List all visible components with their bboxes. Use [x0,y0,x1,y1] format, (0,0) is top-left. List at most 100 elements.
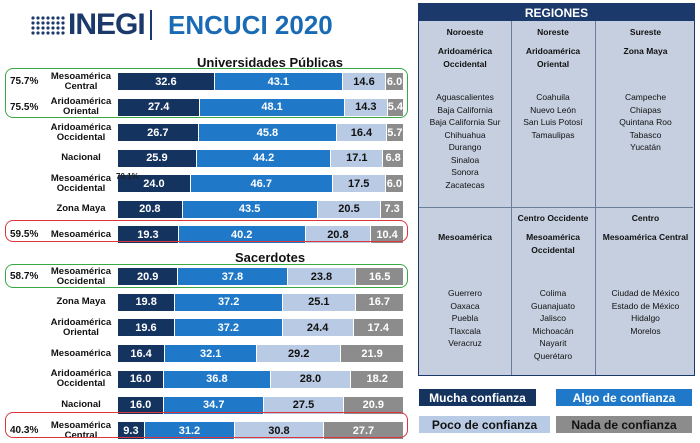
region-name: Mesoamérica [438,232,492,242]
bar-segment-nada-de-confianza: 5.7 [386,124,403,141]
region-header: Noroeste Aridoamérica Occidental [419,26,511,70]
highlight-percent: 40.3% [10,425,39,437]
state-name: Veracruz [448,338,482,348]
state-name: Oaxaca [450,300,480,311]
state-name: Baja California Sur [429,117,501,127]
bar-segment-poco-de-confianza: 20.8 [305,226,371,243]
state-name: Baja California [437,104,493,115]
region-name: Mesoamérica Central [602,232,689,242]
regions-title: REGIONES [419,4,694,21]
state-name: Colima [539,288,567,298]
bar-segment-algo-de-confianza: 34.7 [164,396,264,414]
highlight-percent: 58.7% [10,271,39,282]
legend-poco-label: Poco de confianza [431,417,538,432]
overlap-percent-label: 70.1% [116,172,139,181]
region-states: Guerrero Oaxaca Puebla Tlaxcala Veracruz [419,287,511,350]
bar-segment-algo-de-confianza: 37.2 [174,319,282,337]
bar-segment-poco-de-confianza: 14.3 [344,98,387,116]
category-label-mesoamerica-central: Mesoamérica Central [50,419,112,441]
category-label-aridoamerica-oriental: Aridoamérica Oriental [50,96,112,117]
region-zone: Centro Occidente [517,213,589,223]
region-states: Colima Guanajuato Jalisco Michoacán Nayarit Q… [511,287,595,362]
highlight-box-green [5,68,408,118]
highlight-percent: 75.5% [10,101,39,113]
region-header: Centro Occidente Mesoamérica Occidental [511,212,595,256]
header: INEGI ENCUCI 2020 [0,0,410,48]
region-name: Aridoamérica Oriental [525,46,581,69]
state-name: Sinaloa [450,154,480,165]
bar-segment-nada-de-confianza: 6.0 [385,175,403,192]
state-name: Yucatán [630,142,661,152]
bar-segment-mucha-confianza: 16.4 [118,345,165,363]
region-header: Sureste Zona Maya [595,26,696,58]
state-name: Campeche [624,92,667,102]
bar-segment-poco-de-confianza: 20.5 [317,200,381,218]
bar-segment-algo-de-confianza: 36.8 [164,370,270,388]
legend-algo: Algo de confianza [556,389,692,406]
region-name: Zona Maya [623,46,668,56]
bar-segment-poco-de-confianza: 17.5 [332,175,385,192]
state-name: Tlaxcala [449,325,481,336]
region-zone: Noreste [537,27,569,37]
bar-segment-algo-de-confianza: 46.7 [190,175,332,192]
state-name: Chiapas [629,104,662,115]
state-name: San Luis Potosí [523,117,583,127]
state-name: Nayarit [539,338,567,348]
bar-segment-poco-de-confianza: 14.6 [342,73,386,90]
state-name: Guerrero [447,288,482,298]
bar-segment-mucha-confianza: 26.7 [118,124,198,141]
state-name: Michoacán [532,325,574,336]
bar-segment-mucha-confianza: 19.6 [118,319,174,337]
bar-segment-nada-de-confianza: 5.4 [388,98,403,116]
survey-title: ENCUCI 2020 [168,10,333,40]
bar-segment-poco-de-confianza: 30.8 [235,422,323,440]
bar-segment-mucha-confianza: 20.8 [118,200,182,218]
category-label-nacional: Nacional [61,152,101,163]
legend-nada: Nada de confianza [556,416,692,433]
legend-mucha: Mucha confianza [419,389,536,406]
legend-algo-label: Algo de confianza [572,390,676,405]
bar-segment-poco-de-confianza: 17.1 [331,149,383,167]
region-header: Mesoamérica [419,212,511,244]
category-label-zona-maya: Zona Maya [56,296,106,308]
region-header: Noreste Aridoamérica Oriental [511,26,595,70]
bar-segment-mucha-confianza: 20.9 [118,268,178,285]
category-label-aridoamerica-occidental: Aridoamérica Occidental [50,121,112,143]
bar-segment-poco-de-confianza: 24.4 [282,319,353,337]
state-name: Guanajuato [531,300,575,311]
region-zone: Centro [631,213,660,223]
inegi-logo-text: INEGI [68,8,146,41]
bar-segment-poco-de-confianza: 25.1 [283,293,355,311]
chart-title: Universidades Públicas [197,55,343,70]
region-zone [419,212,511,225]
inegi-logo-icon [31,16,65,35]
region-divider [419,207,693,208]
region-header: Centro Mesoamérica Central [595,212,696,244]
state-name: Tabasco [629,129,662,140]
category-label-mesoamerica-occidental: Mesoamérica Occidental [50,265,112,287]
region-states: Aguascalientes Baja California Baja Califo… [419,91,511,191]
bar-segment-mucha-confianza: 9.3 [118,422,144,440]
state-name: Sonora [451,167,479,177]
regions-panel: REGIONES Noroeste Aridoamérica Occidental… [418,3,695,376]
legend-mucha-label: Mucha confianza [429,390,526,405]
bar-segment-mucha-confianza: 16.0 [118,370,164,388]
category-label-mesoamerica-central: Mesoamérica Central [50,70,112,92]
bar-segment-poco-de-confianza: 28.0 [270,370,351,388]
highlight-box-green [5,264,408,288]
chart-title: Sacerdotes [234,250,306,265]
state-name: Nuevo León [530,104,576,115]
category-label-aridoamerica-oriental: Aridoamérica Oriental [50,316,112,338]
state-name: Durango [448,142,482,152]
bar-segment-algo-de-confianza: 45.8 [198,124,337,141]
bar-segment-mucha-confianza: 19.8 [118,293,175,311]
bar-segment-algo-de-confianza: 40.2 [178,226,305,243]
header-divider [150,10,152,40]
bar-segment-poco-de-confianza: 27.5 [264,396,343,414]
category-label-aridoamerica-occidental: Aridoamérica Occidental [50,368,112,390]
bar-segment-nada-de-confianza: 16.5 [356,268,403,285]
bar-segment-algo-de-confianza: 37.2 [175,293,282,311]
bar-segment-mucha-confianza: 16.0 [118,396,164,414]
state-name: Estado de México [611,300,680,311]
bar-segment-mucha-confianza: 32.6 [118,73,214,90]
